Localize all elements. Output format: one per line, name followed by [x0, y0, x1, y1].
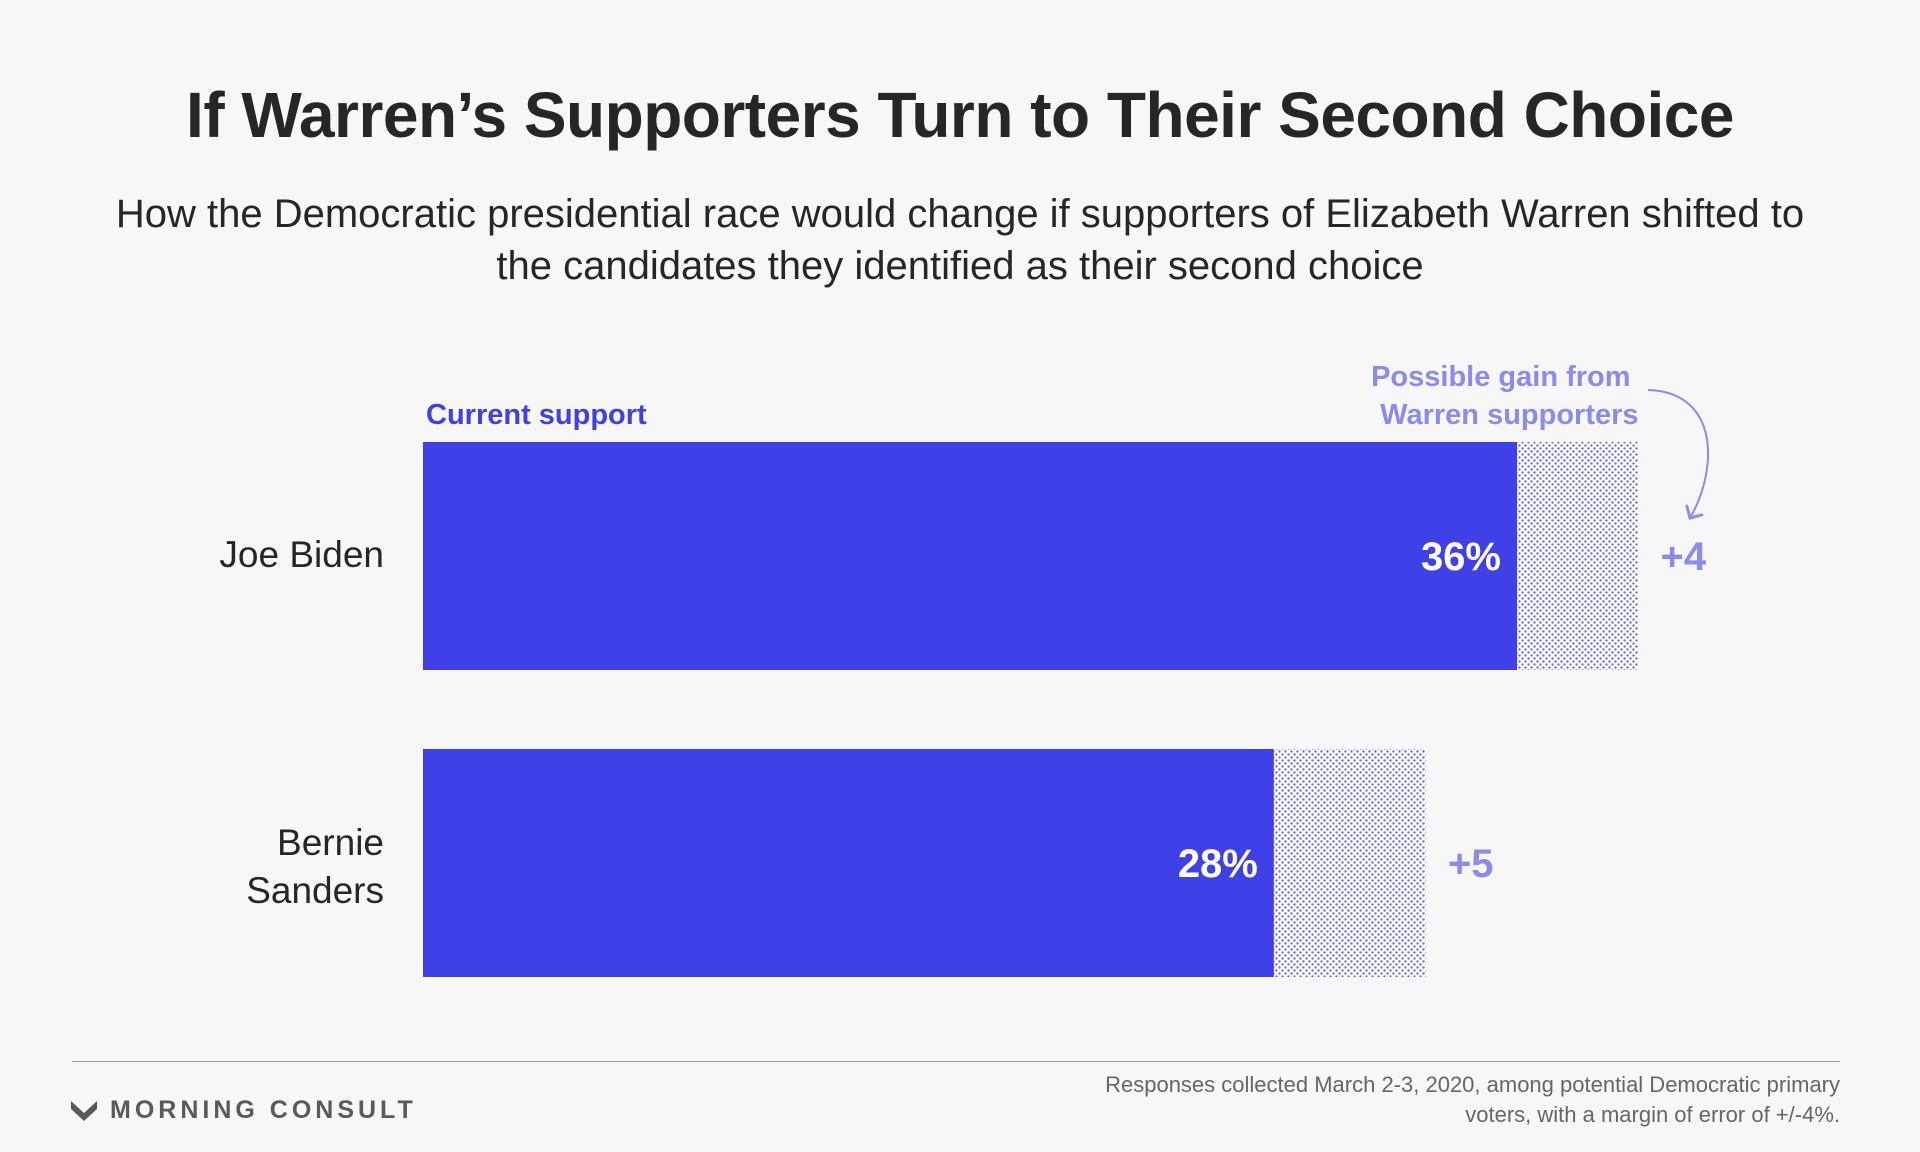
source-note: Responses collected March 2-3, 2020, amo… [1105, 1072, 1840, 1127]
category-label: Joe Biden [219, 534, 384, 575]
bar-current-support [423, 749, 1274, 977]
bar-possible-gain [1517, 442, 1639, 670]
data-label-gain: +4 [1661, 535, 1707, 579]
morning-consult-icon [71, 1100, 97, 1121]
bar-chart: Current support Possible gain from Warren … [219, 361, 1710, 977]
data-label-current: 28% [1178, 842, 1258, 886]
data-label-current: 36% [1421, 535, 1501, 579]
brand-name: MORNING CONSULT [110, 1096, 417, 1124]
bar-possible-gain [1273, 749, 1426, 977]
bar-current-support [423, 442, 1517, 670]
legend-current-support: Current support [426, 399, 647, 431]
annotation-arrow [1647, 389, 1710, 518]
footer-divider [72, 1061, 1840, 1062]
legend-gain-line1: Possible gain from [1371, 361, 1630, 393]
brand-logo: MORNING CONSULT [70, 1096, 417, 1125]
legend-gain-line2: Warren supporters [1380, 399, 1638, 431]
chart-subtitle: How the Democratic presidential race wou… [115, 192, 1805, 288]
data-label-gain: +5 [1448, 842, 1494, 886]
category-label-line2: Sanders [246, 870, 384, 911]
chart-title: If Warren’s Supporters Turn to Their Sec… [186, 79, 1734, 151]
category-label-line1: Bernie [277, 822, 384, 863]
